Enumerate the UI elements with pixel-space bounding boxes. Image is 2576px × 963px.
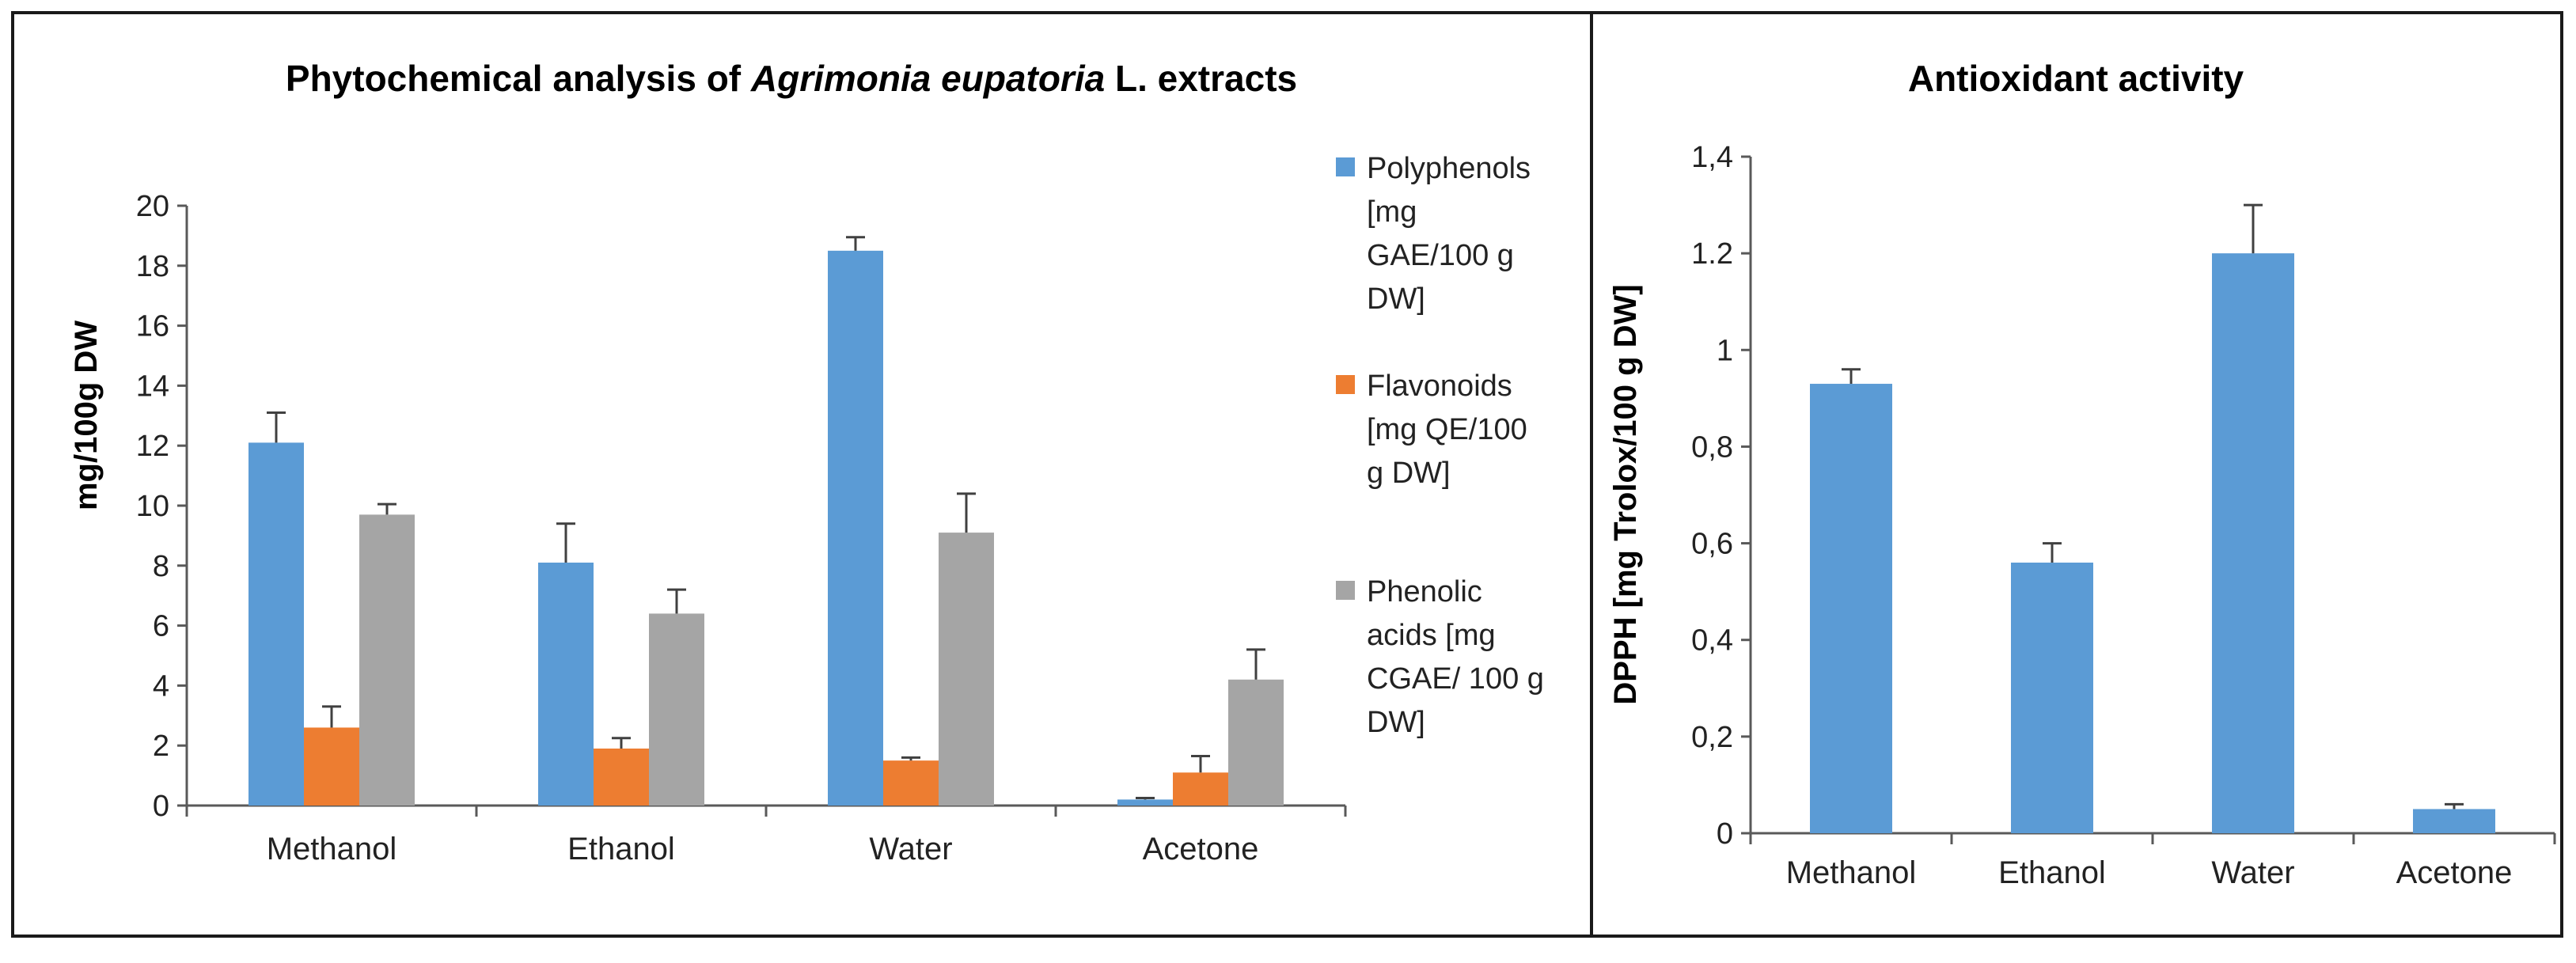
bar-dpph-methanol <box>1810 384 1892 833</box>
legend-label-flavonoids: Flavonoids <box>1367 370 1512 403</box>
antioxidant-panel-border <box>1590 11 2563 938</box>
legend-label-phenolic: CGAE/ 100 g <box>1367 662 1544 696</box>
y-tick-label: 1.2 <box>1691 237 1733 271</box>
legend-label-polyphenols: GAE/100 g <box>1367 239 1514 272</box>
legend-label-phenolic: acids [mg <box>1367 619 1496 652</box>
y-tick-label: 1 <box>1717 334 1733 367</box>
antioxidant-chart-title: Antioxidant activity <box>1908 58 2244 99</box>
phytochemical-chart-title: Phytochemical analysis of Agrimonia eupa… <box>286 58 1297 99</box>
y-tick-label: 14 <box>136 370 169 403</box>
legend-label-flavonoids: [mg QE/100 <box>1367 413 1527 446</box>
y-tick-label: 0,2 <box>1691 721 1733 754</box>
bar-polyphenols-water <box>828 250 883 806</box>
bar-flavonoids-acetone <box>1173 772 1228 806</box>
bar-dpph-water <box>2212 253 2294 834</box>
x-tick-label-ethanol: Ethanol <box>567 832 675 866</box>
x-tick-label-methanol: Methanol <box>1786 855 1917 890</box>
phytochemical-panel: Phytochemical analysis of Agrimonia eupa… <box>11 11 1593 938</box>
y-tick-label: 8 <box>153 550 169 583</box>
bar-polyphenols-ethanol <box>538 563 594 806</box>
antioxidant-y-axis-label: DPPH [mg Trolox/100 g DW] <box>1608 284 1643 704</box>
legend-swatch-flavonoids <box>1336 375 1355 394</box>
legend-label-polyphenols: DW] <box>1367 282 1425 316</box>
y-tick-label: 0,4 <box>1691 624 1733 658</box>
legend-swatch-polyphenols <box>1336 157 1355 176</box>
y-tick-label: 2 <box>153 730 169 763</box>
y-tick-label: 0,6 <box>1691 528 1733 561</box>
bar-dpph-acetone <box>2413 809 2495 833</box>
bar-flavonoids-methanol <box>304 727 359 806</box>
title-part-3: L. extracts <box>1105 58 1297 99</box>
title-part-1: Phytochemical analysis of <box>286 58 751 99</box>
y-tick-label: 18 <box>136 250 169 283</box>
x-tick-label-water: Water <box>869 832 952 866</box>
legend-label-polyphenols: [mg <box>1367 195 1417 229</box>
title-part-2: Agrimonia eupatoria <box>750 58 1105 99</box>
bar-dpph-ethanol <box>2011 563 2093 833</box>
y-tick-label: 0 <box>1717 817 1733 851</box>
legend-label-polyphenols: Polyphenols <box>1367 152 1531 185</box>
bar-phenolic-methanol <box>359 514 415 806</box>
x-tick-label-ethanol: Ethanol <box>1998 855 2106 890</box>
antioxidant-panel: Antioxidant activity DPPH [mg Trolox/100… <box>1590 11 2563 938</box>
y-tick-label: 10 <box>136 490 169 523</box>
bar-polyphenols-acetone <box>1117 799 1173 806</box>
bar-phenolic-ethanol <box>649 613 704 806</box>
x-tick-label-acetone: Acetone <box>1143 832 1259 866</box>
bar-phenolic-acetone <box>1228 679 1284 806</box>
legend-label-phenolic: Phenolic <box>1367 575 1482 609</box>
phytochemical-y-axis-label: mg/100g DW <box>69 320 104 510</box>
y-tick-label: 20 <box>136 190 169 223</box>
phytochemical-legend: Polyphenols [mg GAE/100 g DW] Flavonoids [mg … <box>1336 152 1544 739</box>
legend-label-flavonoids: g DW] <box>1367 457 1451 490</box>
x-tick-label-water: Water <box>2211 855 2294 890</box>
x-tick-label-methanol: Methanol <box>267 832 397 866</box>
y-tick-label: 6 <box>153 610 169 643</box>
y-tick-label: 16 <box>136 310 169 343</box>
bar-phenolic-water <box>939 533 994 806</box>
y-tick-label: 4 <box>153 669 169 703</box>
y-tick-label: 1,4 <box>1691 141 1733 174</box>
bar-polyphenols-methanol <box>248 442 304 806</box>
bar-flavonoids-water <box>883 760 939 806</box>
legend-label-phenolic: DW] <box>1367 706 1425 739</box>
y-tick-label: 12 <box>136 430 169 463</box>
antioxidant-plot-area: 0 0,2 0,4 0,6 0,8 1 1.2 1,4 Methanol Ethanol Water… <box>1691 141 2556 890</box>
y-tick-label: 0,8 <box>1691 430 1733 464</box>
bar-flavonoids-ethanol <box>594 748 649 806</box>
phytochemical-plot-area: 0 2 4 6 8 10 12 14 16 18 20 Methanol Ethanol Water Ace… <box>136 190 1347 866</box>
legend-swatch-phenolic <box>1336 581 1355 600</box>
y-tick-label: 0 <box>153 790 169 823</box>
x-tick-label-acetone: Acetone <box>2396 855 2513 890</box>
